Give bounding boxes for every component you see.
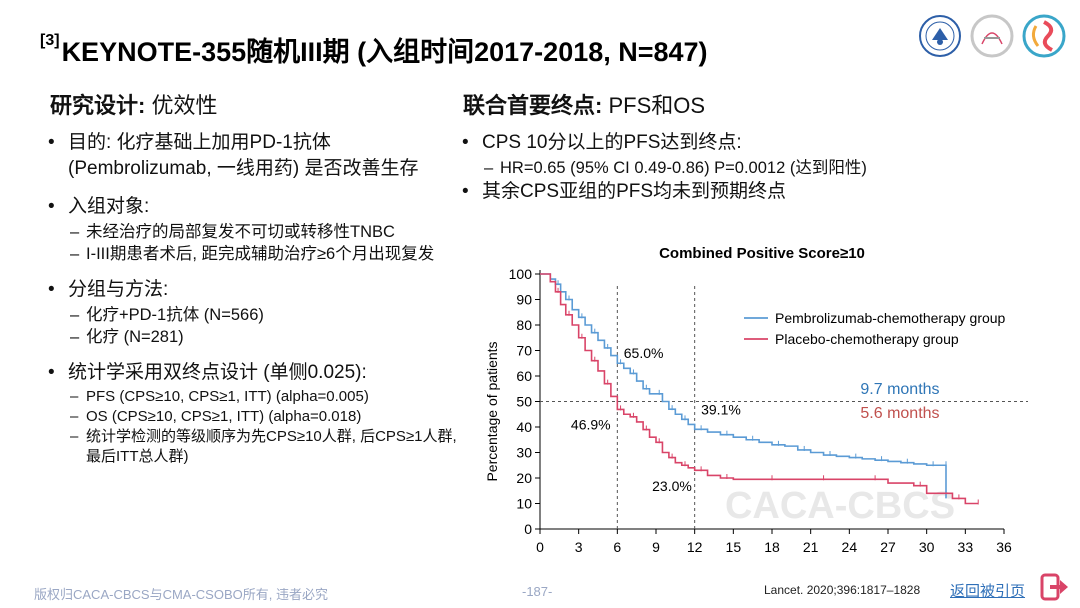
series-line-placebo: [540, 273, 979, 505]
y-tick-label: 0: [524, 521, 532, 537]
bullet-eligibility-text: 入组对象:: [68, 196, 150, 217]
left-bullet-list: 目的: 化疗基础上加用PD-1抗体 (Pembrolizumab, 一线用药) …: [48, 130, 458, 467]
logo-group: [918, 14, 1066, 58]
left-heading-value: 优效性: [151, 93, 218, 118]
chart-annotation: 5.6 months: [860, 405, 939, 422]
sub-item: PFS (CPS≥10, CPS≥1, ITT) (alpha=0.005): [68, 387, 458, 407]
bullet-objective: 目的: 化疗基础上加用PD-1抗体 (Pembrolizumab, 一线用药) …: [48, 130, 458, 182]
series-line-pembrolizumab: [540, 273, 947, 499]
bullet-other-subgroups-text: 其余CPS亚组的PFS均未到预期终点: [482, 181, 787, 202]
sub-item: 化疗+PD-1抗体 (N=566): [68, 304, 458, 326]
right-column-heading: 联合首要终点: PFS和OS: [463, 88, 705, 120]
y-tick-label: 50: [516, 394, 532, 410]
y-tick-label: 30: [516, 445, 532, 461]
x-tick-label: 3: [575, 539, 583, 555]
legend-label: Pembrolizumab-chemotherapy group: [775, 310, 1006, 326]
x-tick-label: 12: [687, 539, 703, 555]
x-tick-label: 18: [764, 539, 780, 555]
sub-item: 统计学检测的等级顺序为先CPS≥10人群, 后CPS≥1人群, 最后ITT总人群…: [68, 427, 458, 467]
right-heading-value: PFS和OS: [608, 93, 706, 118]
copyright-notice: 版权归CACA-CBCS与CMA-CSOBO所有, 违者必究: [34, 587, 328, 602]
bcs-logo: [970, 14, 1014, 58]
sub-item: OS (CPS≥10, CPS≥1, ITT) (alpha=0.018): [68, 407, 458, 427]
y-tick-label: 100: [509, 266, 533, 282]
x-tick-label: 36: [996, 539, 1012, 555]
y-axis-label: Percentage of patients: [484, 341, 500, 481]
x-tick-label: 24: [842, 539, 858, 555]
bullet-eligibility: 入组对象: 未经治疗的局部复发不可切或转移性TNBC I-III期患者术后, 距…: [48, 194, 458, 265]
sub-item-hazard-ratio: HR=0.65 (95% CI 0.49-0.86) P=0.0012 (达到阳…: [482, 157, 1022, 179]
chart-annotation: 46.9%: [571, 417, 611, 433]
right-bullet-list: CPS 10分以上的PFS达到终点: HR=0.65 (95% CI 0.49-…: [462, 130, 1022, 205]
sub-item: 化疗 (N=281): [68, 326, 458, 348]
x-tick-label: 30: [919, 539, 935, 555]
y-tick-label: 60: [516, 368, 532, 384]
y-tick-label: 70: [516, 343, 532, 359]
chart-title: Combined Positive Score≥10: [659, 245, 865, 262]
exit-arrow-icon[interactable]: [1040, 572, 1072, 602]
y-tick-label: 20: [516, 470, 532, 486]
legend-label: Placebo-chemotherapy group: [775, 331, 959, 347]
x-tick-label: 0: [536, 539, 544, 555]
bullet-arms: 分组与方法: 化疗+PD-1抗体 (N=566) 化疗 (N=281): [48, 277, 458, 348]
chart-annotation: 39.1%: [701, 401, 741, 417]
bullet-pfs-endpoint-text: CPS 10分以上的PFS达到终点:: [482, 132, 742, 153]
citation-reference: Lancet. 2020;396:1817–1828: [764, 583, 921, 597]
society-swirl-logo: [1022, 14, 1066, 58]
x-tick-label: 33: [958, 539, 974, 555]
chart-annotation: 23.0%: [652, 478, 692, 494]
x-tick-label: 27: [880, 539, 896, 555]
page-title: [3]KEYNOTE-355随机III期 (入组时间2017-2018, N=8…: [40, 30, 708, 69]
bullet-objective-text: 目的: 化疗基础上加用PD-1抗体 (Pembrolizumab, 一线用药) …: [68, 132, 419, 179]
left-column-heading: 研究设计: 优效性: [50, 88, 217, 120]
chart-annotation: 9.7 months: [860, 381, 939, 398]
sub-item: I-III期患者术后, 距完成辅助治疗≥6个月出现复发: [68, 243, 458, 265]
x-tick-label: 15: [726, 539, 742, 555]
bullet-other-subgroups: 其余CPS亚组的PFS均未到预期终点: [462, 179, 1022, 205]
x-tick-label: 6: [613, 539, 621, 555]
y-tick-label: 80: [516, 317, 532, 333]
chart-watermark: CACA-CBCS: [725, 485, 955, 527]
page-number: -187-: [522, 584, 553, 599]
left-heading-label: 研究设计:: [50, 93, 146, 118]
y-tick-label: 10: [516, 496, 532, 512]
x-tick-label: 21: [803, 539, 819, 555]
bullet-statistics-text: 统计学采用双终点设计 (单侧0.025):: [68, 362, 367, 383]
y-tick-label: 90: [516, 292, 532, 308]
title-reference-mark: [3]: [40, 32, 60, 49]
bullet-pfs-endpoint: CPS 10分以上的PFS达到终点: HR=0.65 (95% CI 0.49-…: [462, 130, 1022, 179]
right-heading-label: 联合首要终点:: [463, 93, 603, 118]
bullet-statistics: 统计学采用双终点设计 (单侧0.025): PFS (CPS≥10, CPS≥1…: [48, 360, 458, 467]
association-seal-logo: [919, 15, 961, 57]
title-text: KEYNOTE-355随机III期 (入组时间2017-2018, N=847): [61, 37, 708, 67]
x-tick-label: 9: [652, 539, 660, 555]
back-to-citing-page-link[interactable]: 返回被引页: [950, 583, 1026, 600]
y-tick-label: 40: [516, 419, 532, 435]
sub-item: 未经治疗的局部复发不可切或转移性TNBC: [68, 221, 458, 243]
chart-annotation: 65.0%: [624, 345, 664, 361]
bullet-arms-text: 分组与方法:: [68, 279, 169, 300]
